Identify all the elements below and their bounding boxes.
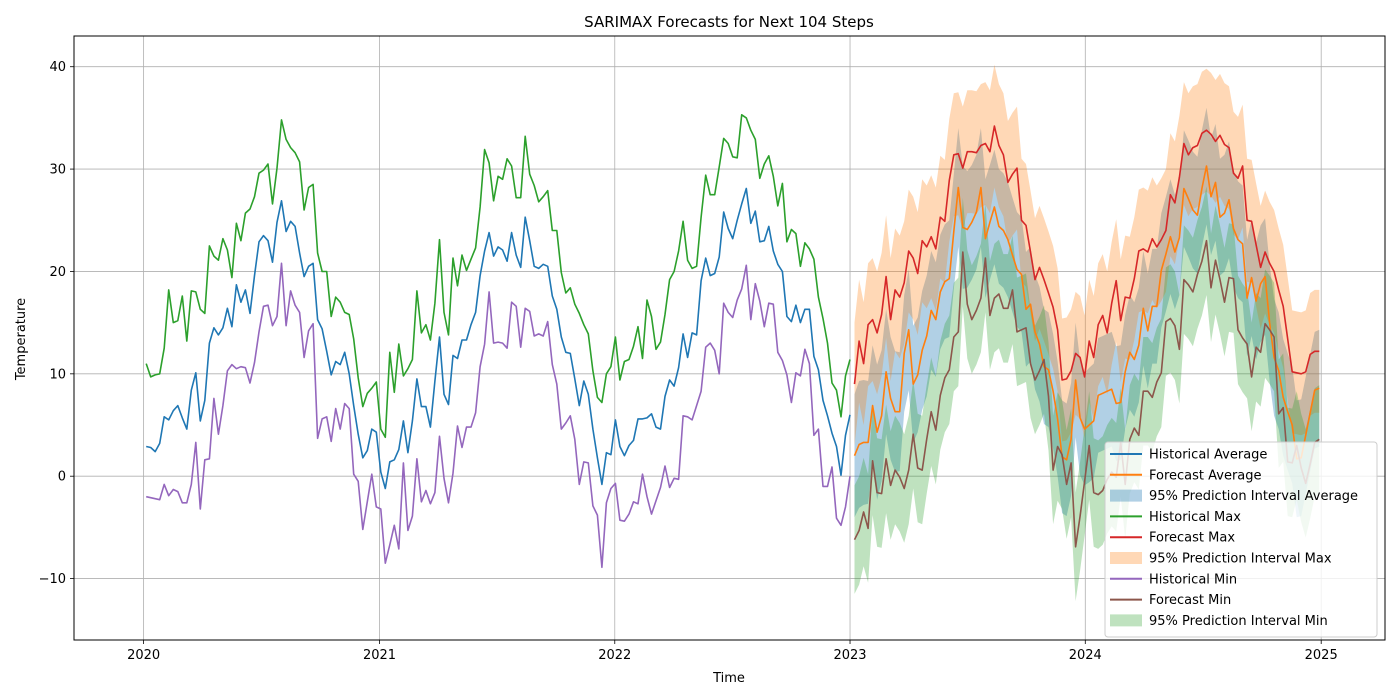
legend-label: 95% Prediction Interval Average (1149, 489, 1358, 504)
y-tick-label: 20 (49, 265, 66, 280)
x-tick-label: 2022 (598, 648, 631, 663)
historical-average-line (146, 187, 851, 490)
legend-patch-swatch (1110, 489, 1142, 502)
y-axis-label: Temperature (14, 298, 29, 381)
legend-label: 95% Prediction Interval Max (1149, 552, 1332, 567)
forecast-max-line (853, 125, 1320, 385)
prediction-interval-bands (854, 64, 1320, 602)
legend-label: Forecast Min (1149, 593, 1231, 608)
series-lines (145, 114, 1320, 569)
legend-label: Historical Max (1149, 510, 1241, 525)
axis-ticks: 2020 2021 2022 2023 2024 2025 −10 0 10 20 30 40 (39, 60, 1338, 663)
legend-item: Forecast Average (1110, 468, 1262, 483)
y-tick-label: −10 (39, 572, 66, 587)
legend-item: Forecast Min (1110, 593, 1231, 608)
y-tick-label: 30 (49, 163, 66, 178)
95pct-prediction-interval-min-band (854, 186, 1320, 602)
legend-box (1104, 441, 1378, 638)
legend-item: Historical Average (1110, 448, 1267, 463)
legend: Historical Average Forecast Average 95% Pr… (1104, 441, 1378, 638)
95pct-prediction-interval-max-band (854, 64, 1320, 446)
legend-item: Historical Min (1110, 572, 1237, 587)
legend-item: 95% Prediction Interval Average (1110, 489, 1358, 504)
legend-patch-swatch (1110, 614, 1142, 627)
legend-item: Historical Max (1110, 510, 1241, 525)
legend-item: 95% Prediction Interval Min (1110, 614, 1328, 629)
chart-title: SARIMAX Forecasts for Next 104 Steps (584, 13, 874, 31)
forecast-min-line (853, 239, 1320, 548)
x-axis-label: Time (712, 671, 745, 686)
legend-patch-swatch (1110, 552, 1142, 564)
forecast-average-line (853, 165, 1320, 461)
historical-max-line (145, 114, 851, 439)
x-tick-label: 2020 (127, 648, 160, 663)
legend-label: 95% Prediction Interval Min (1149, 614, 1328, 629)
x-tick-label: 2025 (1305, 648, 1338, 663)
plot-area-frame (73, 35, 1386, 641)
x-tick-label: 2023 (833, 648, 866, 663)
legend-item: 95% Prediction Interval Max (1110, 552, 1332, 567)
legend-label: Historical Min (1149, 572, 1237, 587)
legend-label: Forecast Average (1149, 468, 1262, 483)
95pct-prediction-interval-average-band (854, 107, 1320, 518)
legend-label: Historical Average (1149, 448, 1267, 463)
x-tick-label: 2021 (363, 648, 396, 663)
y-tick-label: 0 (58, 470, 66, 485)
legend-item: Forecast Max (1110, 531, 1235, 546)
y-tick-label: 10 (49, 367, 66, 382)
y-tick-label: 40 (49, 60, 66, 75)
x-tick-label: 2024 (1069, 648, 1102, 663)
historical-min-line (146, 262, 851, 569)
legend-label: Forecast Max (1149, 531, 1235, 546)
